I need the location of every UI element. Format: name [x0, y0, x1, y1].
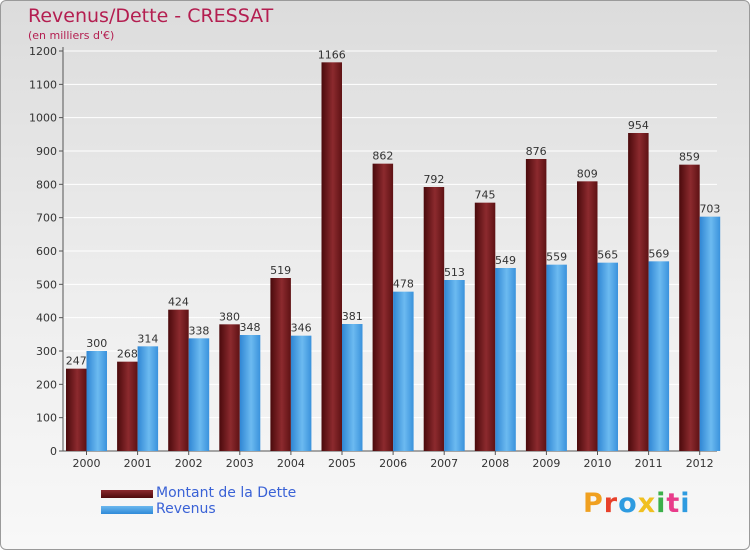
data-label-revenus-2011: 569 [648, 247, 669, 260]
data-label-debt-2001: 268 [117, 348, 138, 361]
data-label-debt-2004: 519 [270, 264, 291, 277]
ytick-label: 100 [36, 412, 57, 425]
bar-revenus-2003 [239, 335, 261, 451]
ytick-label: 700 [36, 212, 57, 225]
bar-debt-2009 [525, 159, 547, 451]
data-label-revenus-2005: 381 [342, 310, 363, 323]
xtick-label: 2010 [584, 457, 612, 470]
xtick-label: 2002 [175, 457, 203, 470]
ytick-label: 1000 [29, 112, 57, 125]
ytick-label: 0 [50, 445, 57, 458]
data-label-revenus-2007: 513 [444, 266, 465, 279]
data-label-debt-2012: 859 [679, 151, 700, 164]
data-label-revenus-2010: 565 [597, 249, 618, 262]
xtick-label: 2006 [379, 457, 407, 470]
logo-letter: i [680, 488, 691, 519]
xtick-label: 2004 [277, 457, 305, 470]
logo-letter: P [583, 488, 604, 519]
legend-label-revenus: Revenus [156, 501, 216, 517]
logo-letter: i [656, 488, 667, 519]
bar-debt-2010 [577, 181, 598, 452]
bar-debt-2000 [66, 368, 87, 451]
xtick-label: 2005 [328, 457, 356, 470]
bar-revenus-2009 [546, 264, 567, 451]
ytick-label: 1100 [29, 78, 57, 91]
legend-label-debt: Montant de la Dette [156, 485, 297, 501]
ytick-label: 800 [36, 178, 57, 191]
data-label-revenus-2003: 348 [240, 321, 261, 334]
bar-revenus-2010 [597, 262, 618, 451]
xtick-label: 2012 [686, 457, 714, 470]
data-label-debt-2010: 809 [577, 167, 598, 180]
bar-debt-2004 [270, 278, 291, 451]
bar-debt-2007 [423, 187, 445, 451]
ytick-label: 600 [36, 245, 57, 258]
data-label-debt-2005: 1166 [318, 48, 346, 61]
bar-revenus-2008 [495, 268, 516, 451]
bar-revenus-2007 [444, 280, 465, 451]
data-label-debt-2009: 876 [526, 145, 547, 158]
xtick-label: 2009 [532, 457, 560, 470]
bar-debt-2008 [474, 202, 496, 451]
bar-debt-2011 [628, 133, 649, 451]
ytick-label: 300 [36, 345, 57, 358]
proxiti-logo: Proxiti [583, 488, 691, 519]
data-label-debt-2007: 792 [423, 173, 444, 186]
bar-debt-2005 [321, 62, 342, 451]
bar-revenus-2006 [393, 291, 414, 451]
data-label-debt-2008: 745 [475, 189, 496, 202]
bar-revenus-2002 [188, 338, 210, 451]
data-label-revenus-2004: 346 [291, 322, 312, 335]
data-label-debt-2000: 247 [66, 355, 87, 368]
xtick-label: 2011 [635, 457, 663, 470]
data-label-debt-2011: 954 [628, 119, 649, 132]
bar-revenus-2004 [290, 335, 312, 451]
legend-swatch-revenus [101, 506, 153, 514]
xtick-label: 2007 [430, 457, 458, 470]
bar-revenus-2000 [86, 351, 107, 451]
ytick-label: 200 [36, 378, 57, 391]
data-label-revenus-2012: 703 [699, 203, 720, 216]
bar-revenus-2005 [342, 324, 363, 451]
bar-revenus-2011 [648, 261, 670, 451]
data-label-revenus-2008: 549 [495, 254, 516, 267]
bar-revenus-2001 [137, 346, 159, 451]
bar-debt-2006 [372, 163, 394, 451]
data-label-revenus-2002: 338 [188, 324, 209, 337]
logo-letter: t [666, 488, 681, 519]
chart-subtitle: (en milliers d'€) [28, 29, 115, 42]
xtick-label: 2008 [481, 457, 509, 470]
bars [66, 62, 721, 452]
ytick-label: 1200 [29, 45, 57, 58]
data-label-revenus-2009: 559 [546, 251, 567, 264]
data-label-debt-2003: 380 [219, 310, 240, 323]
xtick-label: 2001 [124, 457, 152, 470]
data-label-revenus-2001: 314 [137, 332, 158, 345]
ytick-label: 900 [36, 145, 57, 158]
bar-debt-2002 [168, 309, 189, 451]
bar-debt-2003 [219, 324, 240, 451]
bar-debt-2001 [117, 361, 138, 451]
logo-letter: o [618, 488, 638, 519]
logo-letter: r [603, 488, 619, 519]
ytick-label: 400 [36, 312, 57, 325]
chart-title: Revenus/Dette - CRESSAT [28, 5, 274, 27]
legend-swatch-debt [101, 490, 153, 498]
data-label-debt-2002: 424 [168, 296, 189, 309]
data-label-revenus-2000: 300 [86, 337, 107, 350]
bar-debt-2012 [679, 164, 700, 451]
logo-letter: x [637, 488, 657, 519]
data-label-revenus-2006: 478 [393, 278, 414, 291]
bar-revenus-2012 [699, 216, 721, 451]
ytick-label: 500 [36, 278, 57, 291]
data-label-debt-2006: 862 [372, 150, 393, 163]
xtick-label: 2003 [226, 457, 254, 470]
xtick-label: 2000 [73, 457, 101, 470]
